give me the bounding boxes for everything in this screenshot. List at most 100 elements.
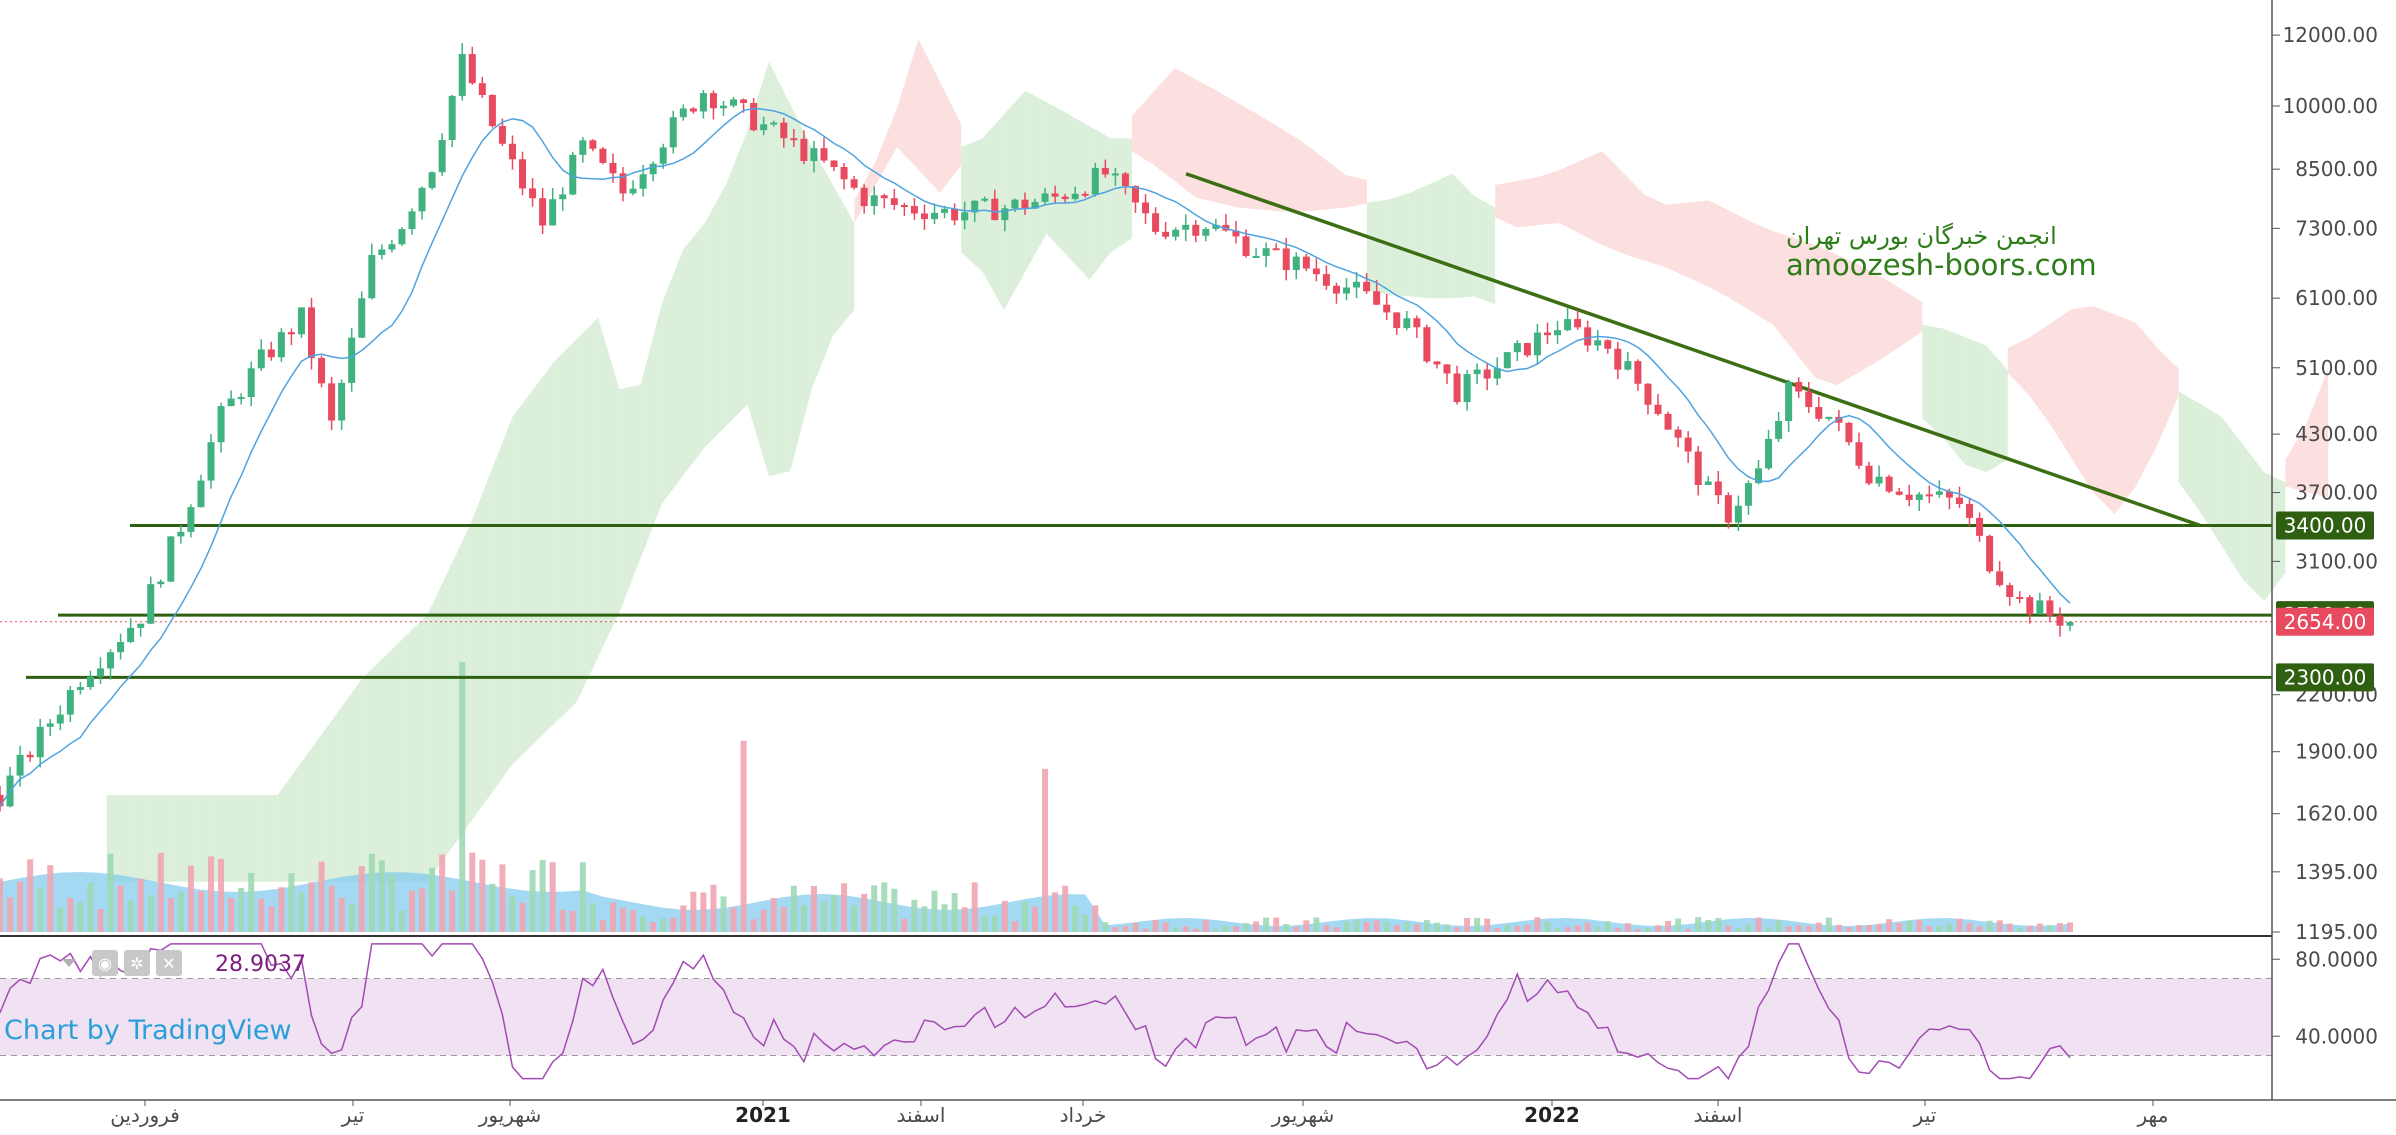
cloud-segment <box>234 794 257 882</box>
candle-body <box>719 105 727 109</box>
rsi-line <box>0 943 2071 1080</box>
cloud-segment <box>1473 195 1496 305</box>
cloud-segment <box>2135 322 2158 487</box>
volume-bar <box>27 859 34 932</box>
candle-body <box>830 160 838 167</box>
candle-body <box>1614 348 1622 370</box>
cloud-segment <box>1302 141 1325 212</box>
candle-body <box>589 140 597 149</box>
volume-bar <box>1142 928 1149 932</box>
candle-body <box>1523 343 1531 356</box>
volume-bar <box>87 882 94 932</box>
horizontal-levels <box>0 523 2272 679</box>
candle-body <box>961 212 969 221</box>
candle-body <box>1664 413 1672 430</box>
candle-body <box>1905 494 1913 500</box>
volume-bar <box>1996 920 2003 932</box>
rsi-value-label: 28.9037 <box>215 952 306 977</box>
volume-bar <box>1866 925 1873 932</box>
volume-bar <box>1644 927 1651 932</box>
volume-bar <box>1755 917 1762 932</box>
candle-body <box>1533 332 1541 356</box>
cloud-segment <box>1452 173 1474 299</box>
cloud-segment <box>2093 306 2115 515</box>
cloud-segment <box>1025 90 1047 272</box>
cloud-segment <box>277 765 300 882</box>
candle-body <box>498 126 506 144</box>
cloud-segment <box>1858 264 1880 373</box>
candle-body <box>1373 291 1381 305</box>
volume-bar <box>0 878 3 932</box>
chevron-down-icon[interactable] <box>62 959 76 967</box>
candle-body <box>227 398 235 407</box>
cloud-segment <box>2264 472 2286 601</box>
volume-bar <box>1263 917 1270 932</box>
cloud-segment <box>1281 128 1303 212</box>
candle-body <box>1393 312 1401 329</box>
volume-bar <box>7 897 14 932</box>
volume-bar <box>1534 917 1541 932</box>
candle-body <box>1966 503 1974 518</box>
volume-bar <box>710 884 717 932</box>
tradingview-credit[interactable]: Chart by TradingView <box>4 1015 292 1046</box>
candle-body <box>981 198 989 201</box>
candle-body <box>1865 465 1873 484</box>
settings-icon[interactable]: ✲ <box>124 950 150 976</box>
candle-body <box>508 143 516 160</box>
volume-bar <box>1122 925 1129 932</box>
candle-body <box>1121 173 1129 187</box>
candle-body <box>1564 319 1572 331</box>
volume-bar <box>981 915 988 932</box>
candle-body <box>1986 535 1994 572</box>
candle-body <box>1192 224 1200 236</box>
volume-bars <box>0 662 2073 932</box>
volume-bar <box>1212 928 1219 932</box>
volume-bar <box>1624 923 1631 932</box>
volume-bar <box>539 859 546 932</box>
volume-bar <box>1092 905 1099 932</box>
volume-bar <box>670 917 677 932</box>
volume-bar <box>740 740 747 932</box>
candle-body <box>1021 199 1029 209</box>
cloud-segment <box>2242 444 2265 601</box>
candle-body <box>388 244 396 250</box>
candle-body <box>1915 494 1923 500</box>
candle-body <box>1704 481 1712 485</box>
y-tick-label: 8500.00 <box>2295 157 2378 181</box>
cloud-segment <box>790 104 812 472</box>
volume-bar <box>1202 920 1209 932</box>
cloud-segment <box>1366 199 1389 295</box>
candle-body <box>488 94 496 127</box>
volume-bar <box>378 860 385 932</box>
eye-icon[interactable]: ◉ <box>92 950 118 976</box>
cloud-segment <box>2200 403 2222 546</box>
rsi-pane <box>0 935 2272 1080</box>
cloud-segment <box>1815 244 1837 386</box>
credit-text[interactable]: Chart by TradingView <box>4 1015 292 1046</box>
candle-body <box>1765 438 1773 469</box>
cloud-segment <box>405 615 428 882</box>
candle-body <box>1714 481 1722 496</box>
volume-bar <box>1112 927 1119 932</box>
volume-bar <box>891 888 898 932</box>
volume-bar <box>298 892 305 932</box>
volume-bar <box>1845 927 1852 932</box>
candle-body <box>26 754 34 758</box>
volume-bar <box>901 918 908 932</box>
volume-bar <box>1715 918 1722 932</box>
volume-bar <box>810 886 817 932</box>
candle-body <box>740 99 748 103</box>
cloud-segment <box>1431 173 1453 299</box>
cloud-segment <box>1132 91 1154 165</box>
cloud-segment <box>939 81 962 193</box>
candle-body <box>438 139 446 173</box>
volume-bar <box>1283 924 1290 932</box>
x-tick-label: تیر <box>1913 1103 1937 1127</box>
candle-body <box>750 102 758 131</box>
candle-body <box>1785 381 1793 422</box>
volume-bar <box>398 910 405 932</box>
close-icon[interactable]: ✕ <box>156 950 182 976</box>
